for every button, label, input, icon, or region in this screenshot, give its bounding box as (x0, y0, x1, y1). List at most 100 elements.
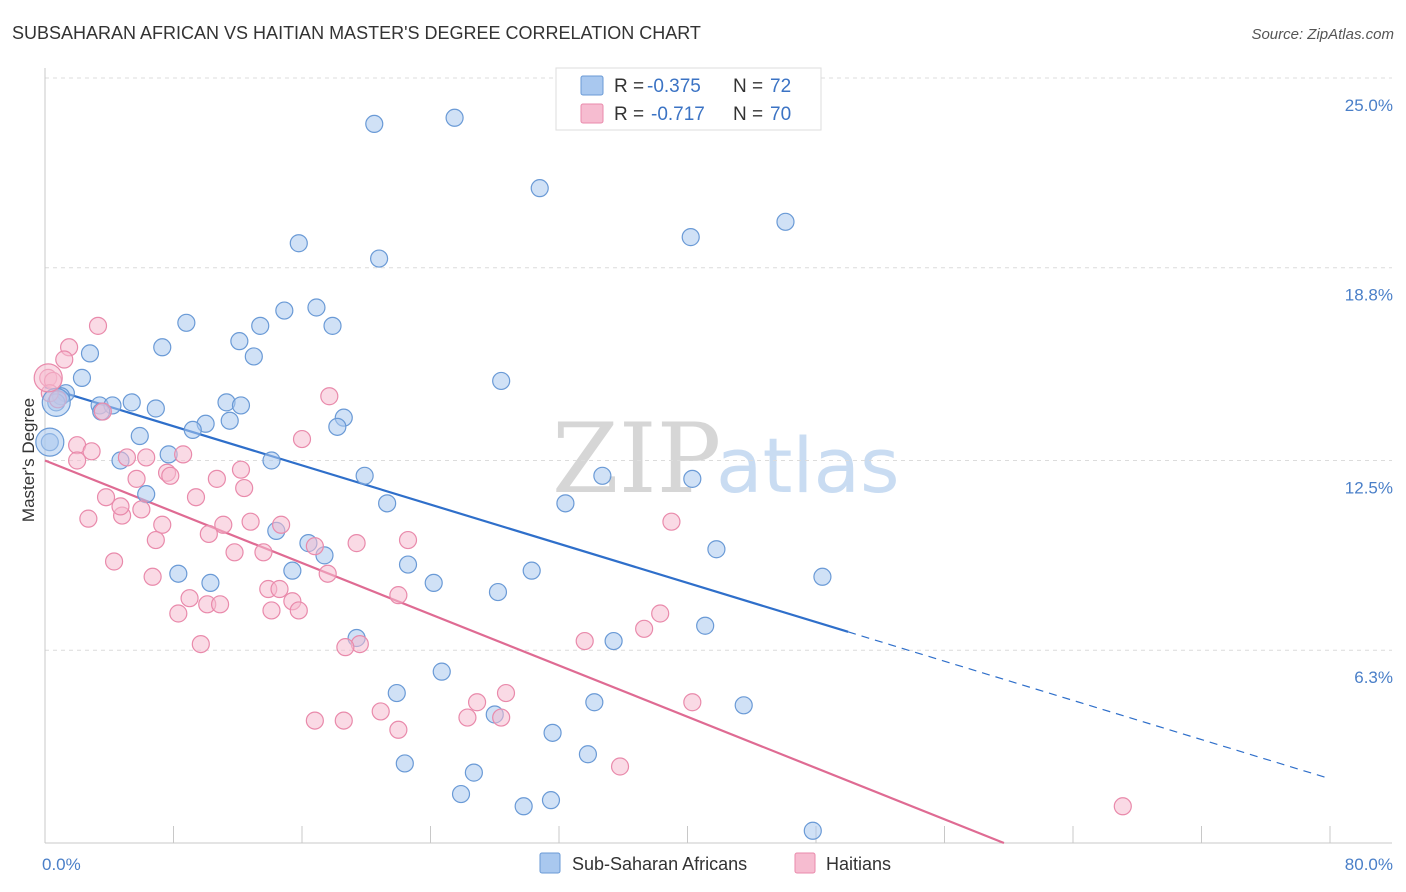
legend-n-value-pink: 70 (770, 104, 791, 125)
blue-data-point (355, 466, 374, 485)
pink-data-point (210, 595, 230, 614)
series-legend: Sub-Saharan Africans Haitians (539, 852, 891, 874)
blue-data-point (543, 723, 562, 742)
series-legend-swatch-blue (539, 852, 561, 874)
pink-data-point (88, 316, 108, 335)
blue-data-point (488, 582, 508, 602)
blue-data-point (432, 662, 451, 681)
pink-data-point (347, 534, 366, 553)
pink-data-point (662, 512, 681, 531)
pink-data-point (398, 530, 418, 550)
blue-trend-line-extension (847, 631, 1331, 780)
blue-data-point (395, 754, 414, 773)
chart-title: SUBSAHARAN AFRICAN VS HAITIAN MASTER'S D… (12, 23, 701, 43)
series-legend-label-blue: Sub-Saharan Africans (572, 854, 747, 874)
pink-data-point (68, 451, 87, 470)
pink-data-point (127, 469, 146, 488)
pink-data-point (191, 634, 210, 654)
chart-source: Source: ZipAtlas.com (1251, 26, 1394, 43)
watermark-zip: ZIP (552, 403, 721, 515)
y-tick-label: 6.3% (1354, 668, 1393, 687)
pink-data-point (161, 466, 180, 485)
pink-data-point (262, 601, 281, 620)
blue-data-point (231, 396, 251, 415)
pink-data-point (371, 702, 390, 721)
blue-data-point (153, 338, 172, 357)
pink-data-point (137, 448, 156, 467)
pink-data-point (186, 488, 206, 507)
pink-data-point (492, 708, 511, 727)
blue-data-point (514, 797, 533, 816)
blue-data-point (803, 821, 822, 840)
pink-data-point (318, 564, 337, 583)
blue-data-point (445, 108, 464, 127)
blue-data-point (262, 451, 281, 470)
blue-data-point (275, 301, 294, 320)
blue-data-point (451, 784, 471, 804)
blue-data-point (244, 347, 263, 366)
pink-data-point (214, 515, 233, 534)
watermark-atlas: atlas (716, 421, 900, 510)
trend-lines (44, 386, 1331, 845)
pink-data-point (305, 711, 324, 730)
pink-data-point (104, 552, 124, 571)
legend-swatch-blue (580, 75, 604, 96)
pink-data-point (153, 515, 172, 534)
legend-r-value-blue: -0.375 (647, 76, 701, 97)
blue-data-point (585, 693, 604, 712)
x-tick-label-max: 80.0% (1345, 855, 1393, 874)
pink-data-point (199, 524, 218, 544)
blue-data-point (378, 494, 397, 513)
y-tick-label: 25.0% (1345, 96, 1393, 115)
watermark: ZIP atlas (552, 403, 900, 515)
pink-data-point (225, 543, 244, 562)
blue-data-point (289, 234, 308, 253)
blue-data-point (593, 466, 612, 485)
blue-data-point (183, 420, 202, 439)
pink-data-point (635, 619, 654, 638)
blue-data-point (556, 494, 575, 513)
pink-data-point (289, 601, 308, 620)
blue-data-point (541, 791, 561, 810)
blue-data-point (776, 212, 795, 231)
pink-data-point (111, 497, 130, 516)
pink-data-point (270, 579, 289, 599)
pink-data-point (132, 500, 151, 519)
blue-data-point (130, 426, 149, 446)
data-points (33, 108, 1132, 840)
legend-n-label-pink: N = (733, 104, 763, 125)
pink-data-point (117, 448, 137, 467)
blue-data-point (522, 561, 541, 580)
blue-data-point (696, 616, 715, 635)
pink-data-point (180, 589, 199, 608)
pink-data-point (272, 515, 291, 534)
legend-r-value-pink: -0.717 (651, 104, 705, 125)
pink-data-point (334, 711, 353, 730)
pink-data-point (575, 631, 594, 651)
x-tick-label-min: 0.0% (42, 855, 81, 874)
blue-data-point (398, 555, 418, 574)
blue-data-point (122, 393, 141, 412)
blue-data-point (683, 469, 702, 488)
blue-data-point (424, 573, 443, 593)
pink-data-point (174, 445, 193, 464)
legend-n-label-blue: N = (733, 76, 763, 97)
blue-data-point-large (41, 387, 71, 417)
blue-data-point (734, 696, 753, 715)
blue-data-point (283, 561, 302, 580)
blue-data-point (365, 114, 384, 134)
y-tick-label: 18.8% (1345, 286, 1393, 305)
pink-data-point-large (33, 363, 63, 393)
pink-data-point (82, 442, 101, 461)
pink-data-point (55, 350, 74, 369)
pink-data-point (458, 708, 477, 727)
blue-data-point (323, 316, 342, 335)
pink-data-point (146, 530, 165, 550)
y-axis-label: Master's Degree (19, 398, 38, 522)
series-legend-label-pink: Haitians (826, 854, 891, 874)
pink-data-point (254, 543, 273, 562)
pink-data-point (96, 488, 116, 507)
blue-data-point (307, 298, 326, 317)
blue-data-point (387, 683, 406, 703)
pink-data-point (207, 469, 226, 488)
